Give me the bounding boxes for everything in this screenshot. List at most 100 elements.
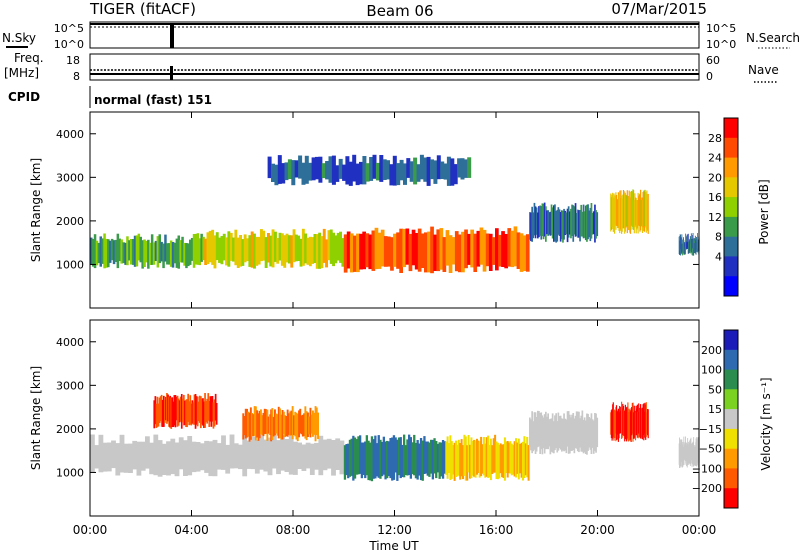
velocity-echo-cell	[619, 406, 621, 434]
cpid-row: CPID normal (fast) 151	[8, 86, 212, 108]
velocity-echo-cell	[571, 414, 573, 451]
velocity-echo-cell	[509, 441, 512, 474]
velocity-echo-cell	[592, 420, 595, 454]
velocity-echo-cell	[411, 442, 414, 475]
cpid-value: normal (fast) 151	[94, 93, 212, 107]
velocity-echo-cell	[397, 437, 401, 476]
power-echo-cell	[516, 232, 521, 269]
colorbar-segment	[724, 118, 738, 139]
velocity-echo-cell	[191, 441, 197, 473]
colorbar-segment	[724, 330, 738, 351]
power-echo-cell	[633, 190, 635, 230]
nsky-label: N.Sky	[2, 31, 36, 45]
velocity-echo-cell	[433, 438, 436, 474]
power-echo-cell	[359, 233, 363, 270]
power-echo-cell	[439, 228, 444, 270]
power-echo-cell	[572, 205, 575, 242]
power-echo-cell	[175, 238, 179, 268]
power-echo-cell	[225, 237, 228, 266]
velocity-echo-cell	[394, 437, 397, 473]
power-echo-cell	[192, 234, 196, 268]
power-echo-cell	[229, 232, 233, 261]
power-echo-cell	[166, 243, 169, 265]
power-echo-cell	[206, 232, 210, 264]
velocity-echo-cell	[462, 445, 464, 480]
power-echo-cell	[399, 228, 403, 273]
velocity-echo-cell	[355, 439, 358, 475]
power-echo-cell	[446, 156, 451, 186]
colorbar-segment	[724, 488, 738, 509]
power-echo-cell	[627, 197, 630, 230]
velocity-echo-cell	[555, 413, 557, 449]
power-echo-cell	[114, 239, 118, 262]
velocity-echo-cell	[534, 412, 537, 454]
power-echo-cell	[563, 208, 565, 240]
velocity-echo-cell	[294, 411, 297, 437]
velocity-echo-cell	[547, 413, 549, 450]
velocity-echo-cell	[583, 417, 586, 453]
power-echo-cell	[491, 237, 496, 265]
velocity-echo-cell	[484, 443, 487, 478]
velocity-echo-cell	[313, 412, 316, 435]
velocity-echo-cell	[542, 417, 545, 449]
velocity-echo-cell	[163, 395, 165, 427]
velocity-echo-cell	[159, 396, 162, 422]
velocity-echo-cell	[634, 412, 637, 441]
velocity-echo-cell	[457, 439, 460, 476]
velocity-echo-cell	[184, 400, 186, 426]
colorbar-segment	[724, 448, 738, 469]
power-echo-cell	[460, 158, 465, 180]
power-echo-cell	[532, 212, 535, 239]
power-echo-cell	[488, 233, 493, 271]
power-echo-cell	[371, 230, 376, 271]
power-echo-cell	[262, 230, 266, 261]
velocity-echo-cell	[353, 437, 357, 479]
power-echo-cell	[396, 232, 400, 269]
power-echo-cell	[539, 205, 541, 236]
power-echo-cell	[646, 190, 648, 230]
velocity-echo-cell	[242, 434, 248, 477]
velocity-echo-cell	[449, 435, 452, 480]
velocity-echo-cell	[250, 436, 256, 470]
colorbar-segment	[724, 197, 738, 218]
power-echo-cell	[596, 212, 599, 237]
power-echo-region	[267, 154, 472, 186]
velocity-echo-cell	[438, 442, 441, 479]
velocity-echo-cell	[365, 435, 368, 476]
velocity-echo-cell	[416, 440, 419, 480]
colorbar-segment	[724, 468, 738, 489]
power-echo-cell	[575, 213, 578, 237]
power-echo-cell	[294, 160, 299, 178]
velocity-echo-cell	[350, 438, 353, 476]
power-echo-cell	[308, 162, 313, 181]
velocity-echo-cell	[629, 410, 631, 441]
power-echo-cell	[169, 240, 173, 267]
power-ytick-label: 2000	[56, 215, 84, 228]
power-echo-cell	[686, 234, 688, 248]
velocity-echo-cell	[170, 397, 173, 429]
velocity-echo-cell	[132, 440, 138, 470]
velocity-echo-cell	[153, 400, 156, 429]
velocity-echo-cell	[379, 439, 382, 479]
power-echo-cell	[644, 189, 646, 226]
velocity-echo-cell	[279, 408, 281, 438]
velocity-echo-cell	[480, 436, 483, 477]
power-echo-cell	[374, 227, 379, 270]
velocity-echo-cell	[308, 416, 311, 435]
colorbar-frame	[723, 117, 739, 297]
velocity-echo-cell	[179, 396, 182, 422]
velocity-echo-cell	[286, 409, 289, 437]
velocity-echo-cell	[200, 443, 205, 471]
velocity-echo-cell	[156, 396, 159, 427]
power-echo-cell	[143, 239, 146, 267]
power-echo-cell	[430, 159, 434, 180]
velocity-echo-cell	[167, 394, 169, 422]
power-echo-cell	[393, 233, 397, 267]
velocity-echo-cell	[212, 402, 215, 429]
velocity-echo-cell	[418, 443, 421, 476]
power-echo-cell	[308, 236, 312, 267]
time-tick-label: 12:00	[377, 523, 412, 537]
velocity-echo-cell	[372, 439, 375, 479]
velocity-echo-cell	[627, 411, 630, 442]
